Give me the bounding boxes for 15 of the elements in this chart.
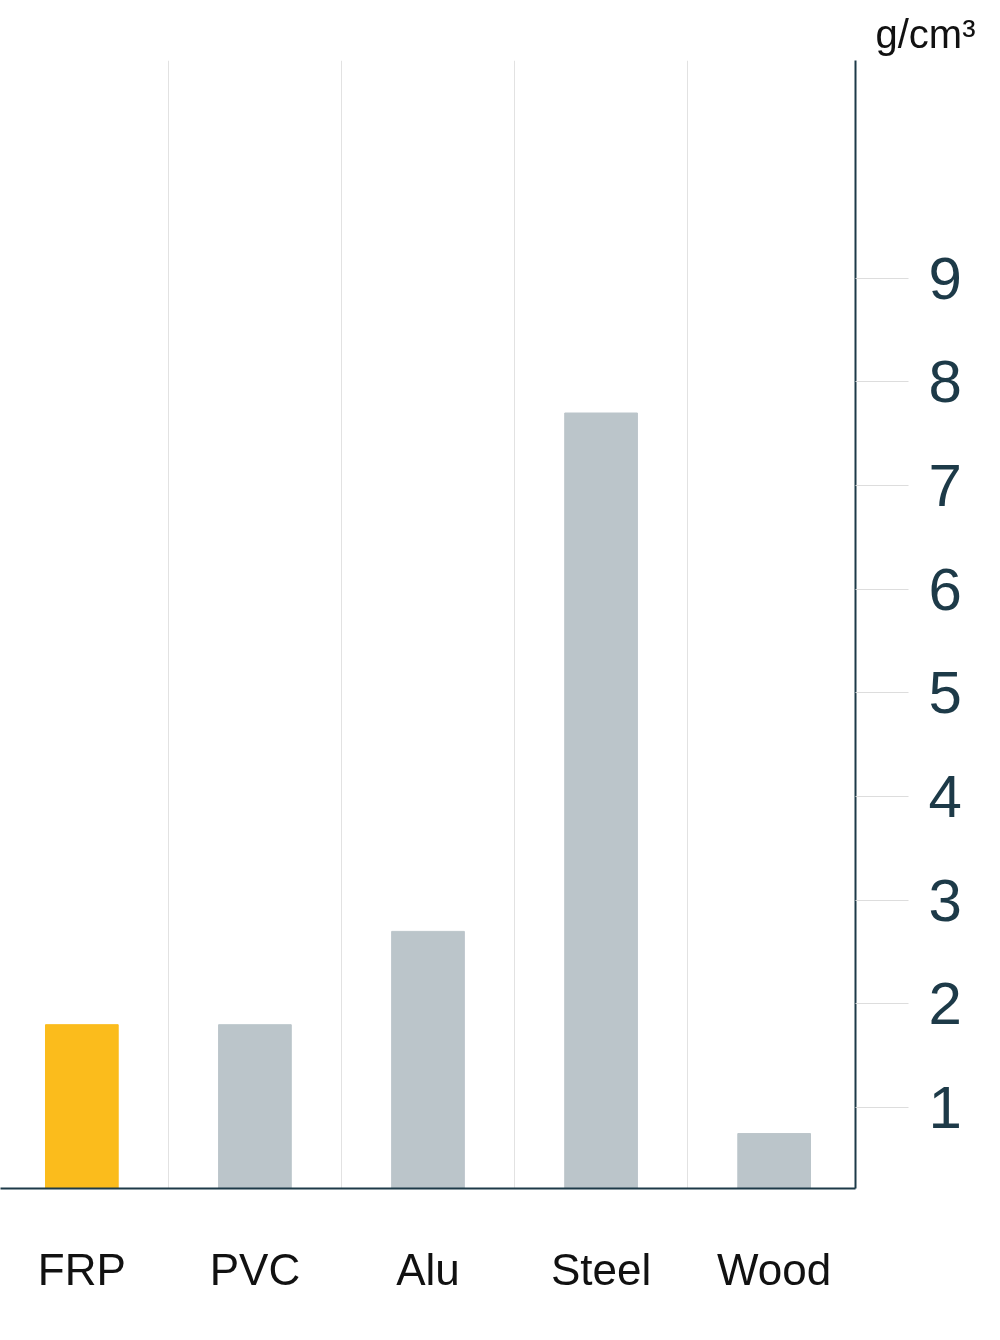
y-tick-label: 6 — [928, 555, 962, 623]
x-tick-label: Alu — [396, 1244, 460, 1294]
y-tick-label: 1 — [928, 1074, 962, 1142]
y-tick-label: 4 — [928, 763, 962, 831]
x-tick-label: Wood — [717, 1244, 832, 1294]
x-tick-label: PVC — [209, 1244, 301, 1294]
y-tick-label: 5 — [928, 659, 962, 727]
y-tick-label: 9 — [928, 244, 962, 312]
x-tick-label: Steel — [550, 1244, 652, 1294]
y-tick-label: 2 — [928, 970, 962, 1038]
x-tick-label: FRP — [37, 1244, 126, 1294]
y-axis-title: g/cm³ — [875, 11, 976, 56]
y-tick-label: 8 — [928, 348, 962, 416]
y-tick-label: 7 — [928, 452, 962, 520]
y-tick-label: 3 — [928, 866, 962, 934]
